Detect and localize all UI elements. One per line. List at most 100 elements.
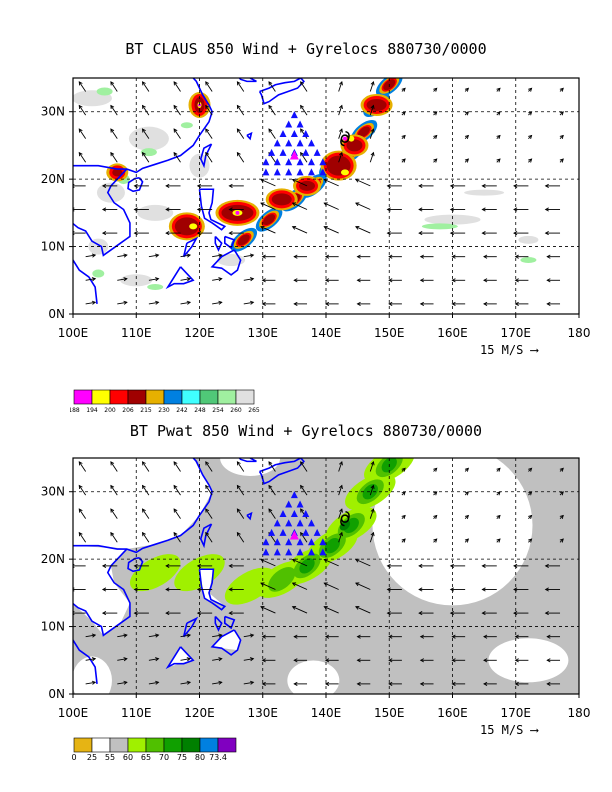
panel-2-colorbar: 0 25 55 60 65 70 75 80 73.4 bbox=[71, 737, 237, 762]
colorbar-label: 194 bbox=[86, 407, 98, 414]
wind-vector bbox=[133, 563, 149, 568]
longitude-tick-label: 130E bbox=[248, 326, 279, 340]
wind-vector bbox=[369, 80, 375, 92]
wind-vector bbox=[173, 104, 181, 116]
wind-vector bbox=[228, 587, 244, 592]
colorbar-label: 215 bbox=[140, 407, 152, 414]
longitude-tick-label: 140E bbox=[311, 706, 342, 720]
wind-vector bbox=[355, 558, 371, 567]
wind-vector bbox=[449, 563, 466, 568]
wind-vector bbox=[78, 484, 87, 496]
colorbar-label: 188 bbox=[70, 407, 80, 414]
wind-vector bbox=[300, 151, 308, 163]
gyre-marker-icon bbox=[319, 158, 327, 166]
wind-vector bbox=[338, 460, 343, 472]
wind-vector bbox=[496, 538, 501, 543]
wind-vector bbox=[300, 104, 308, 116]
gyre-marker-icon bbox=[307, 548, 315, 556]
panel-1-colorbar: 188 194 200 206 215 230 242 248 254 260 265 bbox=[70, 389, 260, 414]
wind-vector bbox=[338, 151, 343, 163]
wind-vector bbox=[196, 611, 213, 616]
wind-vector bbox=[483, 658, 497, 663]
gyre-marker-icon bbox=[313, 528, 321, 536]
gyre-marker-icon bbox=[285, 168, 293, 176]
wind-vector bbox=[338, 484, 343, 496]
gyre-marker-icon bbox=[313, 148, 321, 156]
wind-vector bbox=[165, 207, 181, 212]
wind-vector bbox=[528, 111, 533, 116]
wind-vector bbox=[260, 582, 276, 590]
wind-vector bbox=[528, 158, 533, 163]
wind-vector bbox=[141, 81, 150, 92]
wind-vector bbox=[513, 231, 529, 236]
wind-vector bbox=[101, 587, 118, 592]
wind-vector bbox=[369, 531, 375, 543]
wind-vector bbox=[173, 151, 181, 163]
wind-vector bbox=[369, 151, 375, 163]
wind-vector bbox=[528, 134, 533, 140]
wind-vector bbox=[243, 657, 255, 662]
colorbar-label: 230 bbox=[158, 407, 170, 414]
colorbar-swatch bbox=[91, 737, 111, 753]
longitude-tick-label: 170E bbox=[501, 326, 532, 340]
gyre-center-marker-icon bbox=[289, 530, 299, 540]
wind-vector bbox=[212, 657, 223, 662]
wind-vector bbox=[418, 611, 434, 616]
wind-vector bbox=[388, 278, 402, 283]
gyre-marker-icon bbox=[307, 158, 315, 166]
wind-vectors bbox=[73, 80, 564, 306]
wind-vector bbox=[243, 680, 255, 685]
wind-vector bbox=[85, 277, 97, 282]
wind-vector bbox=[513, 207, 529, 212]
gyre-marker-icon bbox=[285, 158, 293, 166]
wind-vector bbox=[212, 633, 223, 638]
wind-vector bbox=[196, 207, 213, 212]
wind-vector bbox=[212, 680, 223, 685]
colorbar-swatch bbox=[181, 737, 201, 753]
panel-1-map: 100E 110E 120E 130E 140E 150E 160E 170E 180 0N 10N… bbox=[41, 77, 590, 340]
wind-vector bbox=[419, 681, 434, 686]
gyre-marker-icon bbox=[290, 509, 298, 517]
wind-vector bbox=[205, 151, 213, 163]
colorbar-swatch bbox=[181, 389, 201, 405]
wind-vector bbox=[544, 587, 561, 592]
gyre-marker-icon bbox=[296, 168, 304, 176]
wind-vector bbox=[451, 278, 466, 283]
gyre-marker-icon bbox=[296, 139, 304, 147]
wind-vector bbox=[110, 531, 118, 543]
gyre-marker-icon bbox=[285, 500, 293, 508]
wind-vector bbox=[559, 491, 564, 496]
wind-vector bbox=[133, 587, 149, 592]
wind-vector bbox=[369, 460, 375, 472]
latitude-tick-label: 0N bbox=[48, 687, 65, 701]
wind-vector bbox=[386, 207, 402, 212]
wind-vector bbox=[148, 680, 160, 685]
wind-vector bbox=[546, 658, 561, 663]
wind-vector bbox=[110, 104, 118, 116]
wind-vector bbox=[513, 611, 529, 616]
wind-vector bbox=[293, 301, 308, 306]
wind-vector bbox=[141, 128, 150, 139]
wind-vector bbox=[401, 514, 406, 520]
wind-vector bbox=[546, 301, 561, 306]
wind-vector bbox=[464, 111, 470, 116]
wind-vector bbox=[514, 681, 529, 686]
wind-vector bbox=[205, 531, 213, 543]
wind-vector bbox=[356, 634, 371, 639]
map-axes: 100E 110E 120E 130E 140E 150E 160E 170E 180 0N 10N… bbox=[41, 77, 590, 340]
wind-vector bbox=[78, 81, 87, 92]
longitude-tick-label: 150E bbox=[374, 326, 405, 340]
colorbar-label: 265 bbox=[248, 407, 260, 414]
wind-vector bbox=[481, 231, 497, 236]
latitude-tick-label: 0N bbox=[48, 307, 65, 321]
longitude-tick-label: 160E bbox=[437, 326, 468, 340]
wind-vector bbox=[228, 207, 244, 212]
colorbar-swatch bbox=[109, 389, 129, 405]
wind-vector bbox=[451, 681, 466, 686]
colorbar-swatch bbox=[145, 389, 165, 405]
wind-vector bbox=[356, 254, 371, 259]
longitude-tick-label: 110E bbox=[121, 326, 152, 340]
wind-vector bbox=[196, 587, 213, 592]
gyre-locations bbox=[262, 491, 350, 556]
wind-vector bbox=[173, 531, 181, 543]
